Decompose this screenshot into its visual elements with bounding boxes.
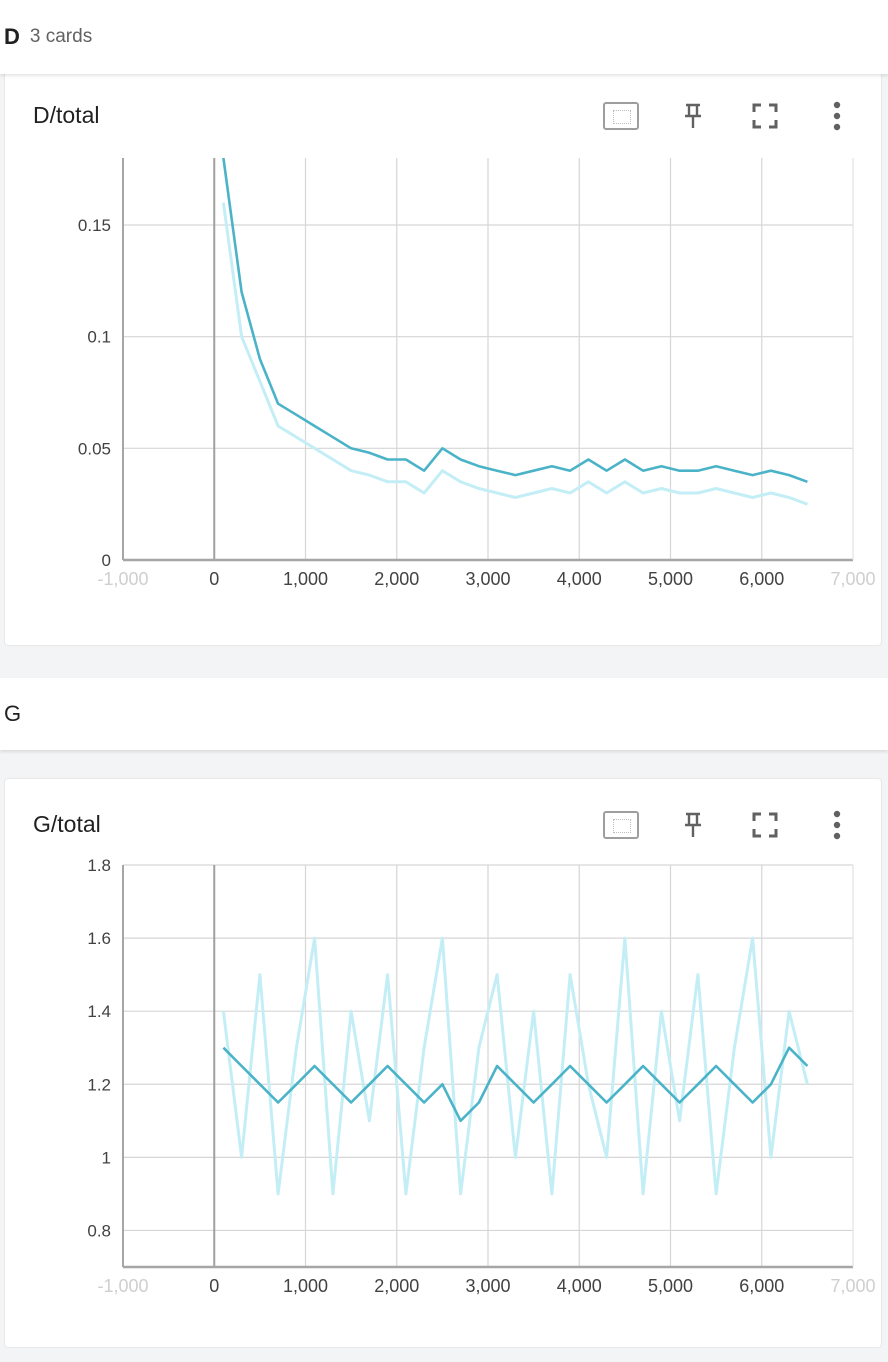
more-vert-icon bbox=[833, 810, 841, 840]
x-tick-label: 1,000 bbox=[283, 569, 328, 589]
series-smoothed-line bbox=[222, 1046, 809, 1123]
line-chart[interactable]: 0.8 1 1.2 1.4 1.6 1.8 -1,000 0 1,000 2,000 3,000 4,… bbox=[5, 779, 881, 1343]
fit-domain-icon bbox=[603, 102, 639, 130]
fullscreen-icon bbox=[752, 812, 778, 838]
x-tick-label: 7,000 bbox=[830, 1276, 875, 1296]
x-tick-label: 1,000 bbox=[283, 1276, 328, 1296]
series-raw-line bbox=[221, 936, 809, 1196]
more-vert-icon bbox=[833, 101, 841, 131]
pin-button[interactable] bbox=[673, 807, 713, 843]
fullscreen-icon bbox=[752, 103, 778, 129]
group-header-g[interactable]: G bbox=[0, 678, 888, 750]
scalar-card-d-total: D/total 0 0.05 0.1 0.15 -1,000 0 1,000 2,000 3,0… bbox=[4, 70, 882, 646]
x-tick-label: 6,000 bbox=[739, 569, 784, 589]
x-tick-label: 0 bbox=[209, 569, 219, 589]
y-tick-label: 0.8 bbox=[87, 1221, 111, 1240]
group-name: G bbox=[4, 701, 22, 726]
fullscreen-button[interactable] bbox=[745, 807, 785, 843]
card-title: D/total bbox=[33, 102, 100, 128]
x-tick-label: -1,000 bbox=[97, 569, 148, 589]
group-header-d[interactable]: D 3 cards bbox=[0, 0, 888, 74]
x-tick-label: 2,000 bbox=[374, 569, 419, 589]
fit-domain-icon bbox=[603, 811, 639, 839]
x-tick-label: 0 bbox=[209, 1276, 219, 1296]
x-tick-label: 2,000 bbox=[374, 1276, 419, 1296]
y-tick-label: 1.4 bbox=[87, 1002, 111, 1021]
y-tick-label: 1 bbox=[102, 1148, 111, 1167]
fullscreen-button[interactable] bbox=[745, 98, 785, 134]
series-raw-line bbox=[221, 202, 808, 506]
x-tick-label: 3,000 bbox=[465, 1276, 510, 1296]
x-tick-label: 7,000 bbox=[830, 569, 875, 589]
more-options-button[interactable] bbox=[817, 807, 857, 843]
pin-icon bbox=[685, 103, 701, 128]
more-options-button[interactable] bbox=[817, 98, 857, 134]
x-tick-label: 4,000 bbox=[557, 1276, 602, 1296]
group-card-count: 3 cards bbox=[29, 26, 93, 47]
fit-domain-button[interactable] bbox=[601, 807, 641, 843]
x-tick-label: 5,000 bbox=[648, 569, 693, 589]
y-tick-label: 0.05 bbox=[78, 439, 111, 458]
x-tick-label: 5,000 bbox=[648, 1276, 693, 1296]
series-smoothed-line bbox=[222, 158, 808, 484]
card-title: G/total bbox=[33, 811, 101, 837]
y-tick-label: 1.2 bbox=[87, 1075, 111, 1094]
fit-domain-button[interactable] bbox=[601, 98, 641, 134]
x-tick-label: -1,000 bbox=[97, 1276, 148, 1296]
y-tick-label: 0.15 bbox=[78, 216, 111, 235]
y-tick-label: 1.6 bbox=[87, 929, 111, 948]
pin-button[interactable] bbox=[673, 98, 713, 134]
scalar-card-g-total: G/total 0.8 1 1.2 1.4 1.6 1.8 -1,000 0 1,000 2,00… bbox=[4, 778, 882, 1348]
y-tick-label: 0.1 bbox=[87, 328, 111, 347]
group-name: D bbox=[4, 24, 20, 49]
x-tick-label: 3,000 bbox=[465, 569, 510, 589]
x-tick-label: 4,000 bbox=[557, 569, 602, 589]
pin-icon bbox=[685, 812, 701, 837]
y-tick-label: 1.8 bbox=[87, 856, 111, 875]
x-tick-label: 6,000 bbox=[739, 1276, 784, 1296]
line-chart[interactable]: 00.050.10.15-1,000 0 1,000 2,000 3,000 4,000 5… bbox=[5, 70, 881, 640]
y-tick-label: 0 bbox=[102, 551, 111, 570]
